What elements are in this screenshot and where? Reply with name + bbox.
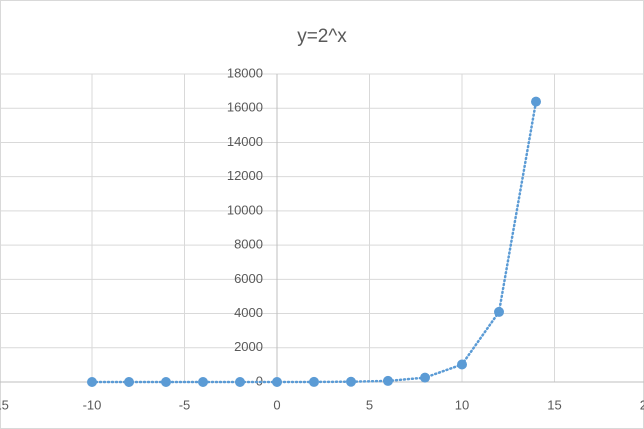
y-tick-label: 6000 [234, 271, 263, 286]
point [346, 376, 356, 387]
x-tick-label: -15 [0, 397, 9, 412]
point [494, 306, 504, 317]
point [235, 376, 245, 387]
x-tick-label: 5 [366, 397, 373, 412]
y-tick-label: 10000 [227, 202, 263, 217]
point [457, 359, 467, 370]
point [272, 376, 282, 387]
point [87, 376, 97, 387]
x-tick-label: 10 [455, 397, 469, 412]
y-tick-label: 14000 [227, 134, 263, 149]
x-tick-label: 15 [547, 397, 561, 412]
point [198, 376, 208, 387]
y-tick-label: 2000 [234, 339, 263, 354]
point [383, 375, 393, 386]
y-tick-label: 8000 [234, 237, 263, 252]
x-tick-label: -10 [83, 397, 102, 412]
point [124, 376, 134, 387]
y-tick-label: 18000 [227, 65, 263, 80]
chart-title: y=2^x [297, 26, 347, 47]
y-tick-label: 16000 [227, 100, 263, 115]
x-tick-label: 0 [273, 397, 280, 412]
y-tick-label: 12000 [227, 168, 263, 183]
x-tick-label: 20 [640, 397, 644, 412]
point [420, 372, 430, 383]
point [531, 96, 541, 107]
y-tick-label: 4000 [234, 305, 263, 320]
point [161, 376, 171, 387]
x-tick-label: -5 [179, 397, 191, 412]
point [309, 376, 319, 387]
